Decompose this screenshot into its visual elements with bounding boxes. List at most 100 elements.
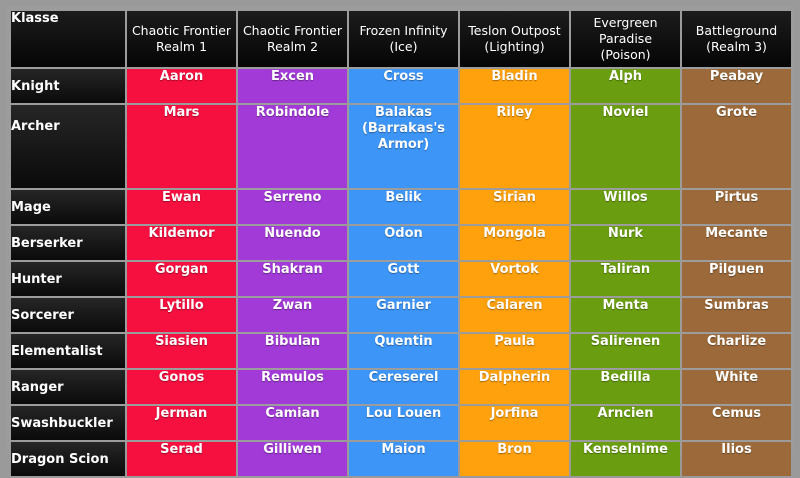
column-header-line2: (Lighting) [484,39,545,54]
column-header-realm3: Battleground (Realm 3) [682,11,791,67]
table-cell: Peabay [682,69,791,103]
corner-header: Klasse [11,11,125,67]
table-cell: Remulos [238,370,347,404]
row-label: Hunter [11,262,125,296]
table-cell: Lytillo [127,298,236,332]
row-label: Knight [11,69,125,103]
table-cell: Bedilla [571,370,680,404]
table-cell: Siasien [127,334,236,368]
table-cell: Gilliwen [238,442,347,476]
table-cell: Mongola [460,226,569,260]
table-cell: Excen [238,69,347,103]
row-label: Ranger [11,370,125,404]
table-cell: Salirenen [571,334,680,368]
table-cell: Jerman [127,406,236,440]
table-cell: Jorfina [460,406,569,440]
table-cell: Robindole [238,105,347,188]
table-cell: Cereserel [349,370,458,404]
column-header-lighting: Teslon Outpost (Lighting) [460,11,569,67]
table-cell: Bron [460,442,569,476]
table-cell: Bladin [460,69,569,103]
table-cell: Noviel [571,105,680,188]
table-cell: Riley [460,105,569,188]
column-header-line2: (Ice) [389,39,418,54]
table-cell: Pirtus [682,190,791,224]
column-header-poison: Evergreen Paradise (Poison) [571,11,680,67]
table-cell: Garnier [349,298,458,332]
table-cell: Shakran [238,262,347,296]
table-row: Elementalist Siasien Bibulan Quentin Paula Sa… [11,334,791,368]
table-cell: Charlize [682,334,791,368]
table-cell: Cross [349,69,458,103]
column-header-line1: Frozen Infinity [359,23,448,38]
column-header-line1: Battleground [695,23,778,38]
header-row: Klasse Chaotic Frontier Realm 1 Chaotic … [11,11,791,67]
row-label: Archer [11,105,125,188]
table-cell: Taliran [571,262,680,296]
row-label: Dragon Scion [11,442,125,476]
table-row: Knight Aaron Excen Cross Bladin Alph Peabay [11,69,791,103]
klasse-table: Klasse Chaotic Frontier Realm 1 Chaotic … [9,9,793,478]
table-cell: Nuendo [238,226,347,260]
table-row: Dragon Scion Serad Gilliwen Maion Bron Kensel… [11,442,791,476]
table-cell: Camian [238,406,347,440]
table-cell: Serreno [238,190,347,224]
row-label: Swashbuckler [11,406,125,440]
table-cell: Willos [571,190,680,224]
table-cell: Alph [571,69,680,103]
table-row: Archer Mars Robindole Balakas (Barrakas's A… [11,105,791,188]
table-cell: Sumbras [682,298,791,332]
column-header-line1: Teslon Outpost [468,23,561,38]
table-cell: Calaren [460,298,569,332]
column-header-line1: Chaotic Frontier [242,23,343,38]
table-cell: Aaron [127,69,236,103]
table-cell: White [682,370,791,404]
table-cell: Lou Louen [349,406,458,440]
table-cell: Mecante [682,226,791,260]
table-cell: Cemus [682,406,791,440]
column-header-line1: Chaotic Frontier [131,23,232,38]
table-cell: Vortok [460,262,569,296]
column-header-realm2: Chaotic Frontier Realm 2 [238,11,347,67]
column-header-line1: Evergreen Paradise [593,15,658,46]
column-header-realm1: Chaotic Frontier Realm 1 [127,11,236,67]
table-row: Berserker Kildemor Nuendo Odon Mongola Nurk Me… [11,226,791,260]
table-row: Sorcerer Lytillo Zwan Garnier Calaren Menta Su… [11,298,791,332]
table-cell: Balakas (Barrakas's Armor) [349,105,458,188]
klasse-table-frame: Klasse Chaotic Frontier Realm 1 Chaotic … [6,6,794,476]
table-cell: Gott [349,262,458,296]
table-cell: Belik [349,190,458,224]
table-row: Mage Ewan Serreno Belik Sirian Willos Pirtus [11,190,791,224]
table-cell: Menta [571,298,680,332]
row-label: Berserker [11,226,125,260]
table-row: Hunter Gorgan Shakran Gott Vortok Taliran Pilg… [11,262,791,296]
table-cell: Sirian [460,190,569,224]
column-header-line2: (Poison) [600,47,651,62]
table-cell: Arncien [571,406,680,440]
table-row: Swashbuckler Jerman Camian Lou Louen Jorfina… [11,406,791,440]
table-cell: Ilios [682,442,791,476]
table-cell: Odon [349,226,458,260]
table-cell: Paula [460,334,569,368]
table-cell: Kildemor [127,226,236,260]
column-header-ice: Frozen Infinity (Ice) [349,11,458,67]
column-header-line2: Realm 2 [266,39,319,54]
column-header-line2: (Realm 3) [706,39,767,54]
table-cell: Gonos [127,370,236,404]
table-cell: Ewan [127,190,236,224]
table-cell: Mars [127,105,236,188]
table-cell: Kenselnime [571,442,680,476]
table-cell: Quentin [349,334,458,368]
table-cell: Grote [682,105,791,188]
table-row: Ranger Gonos Remulos Cereserel Dalpherin Bedi… [11,370,791,404]
row-label: Mage [11,190,125,224]
column-header-line2: Realm 1 [155,39,208,54]
table-cell: Pilguen [682,262,791,296]
row-label: Elementalist [11,334,125,368]
table-cell: Gorgan [127,262,236,296]
row-label: Sorcerer [11,298,125,332]
table-cell: Dalpherin [460,370,569,404]
table-cell: Bibulan [238,334,347,368]
table-cell: Serad [127,442,236,476]
table-cell: Zwan [238,298,347,332]
